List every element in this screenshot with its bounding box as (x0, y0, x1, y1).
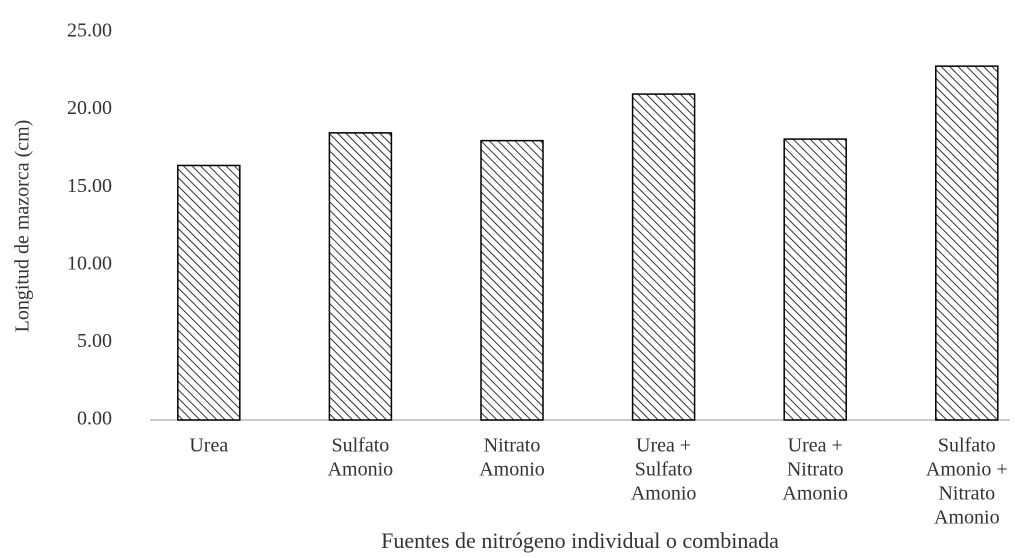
x-tick-label: Urea (189, 435, 228, 457)
bar (631, 93, 696, 421)
x-tick-label: Amonio (328, 459, 394, 481)
x-axis-title: Fuentes de nitrógeno individual o combin… (381, 528, 779, 553)
x-tick-label: Amonio + (926, 459, 1008, 481)
x-tick-label: Amonio (782, 483, 848, 505)
y-tick-label: 5.00 (77, 330, 112, 352)
y-tick-label: 15.00 (67, 175, 112, 197)
y-tick-label: 25.00 (67, 20, 112, 42)
x-tick-label: Amonio (934, 507, 1000, 529)
bar (783, 138, 847, 421)
x-tick-label: Sulfato (938, 435, 996, 457)
y-tick-label: 0.00 (77, 408, 112, 430)
x-tick-label: Sulfato (635, 459, 693, 481)
x-tick-label: Nitrato (484, 435, 541, 457)
bar (328, 132, 393, 421)
x-tick-label: Nitrato (787, 459, 844, 481)
x-tick-label: Urea + (636, 435, 691, 457)
bar (480, 139, 544, 421)
y-tick-label: 20.00 (67, 97, 112, 119)
bar (177, 164, 241, 421)
y-tick-label: 10.00 (67, 252, 112, 274)
x-tick-label: Sulfato (332, 435, 390, 457)
x-tick-label: Urea + (788, 435, 843, 457)
y-axis-title: Longitud de mazorca (cm) (12, 120, 34, 333)
x-tick-label: Amonio (631, 483, 697, 505)
x-tick-label: Amonio (479, 459, 545, 481)
bar (935, 65, 999, 421)
x-tick-label: Nitrato (938, 483, 995, 505)
